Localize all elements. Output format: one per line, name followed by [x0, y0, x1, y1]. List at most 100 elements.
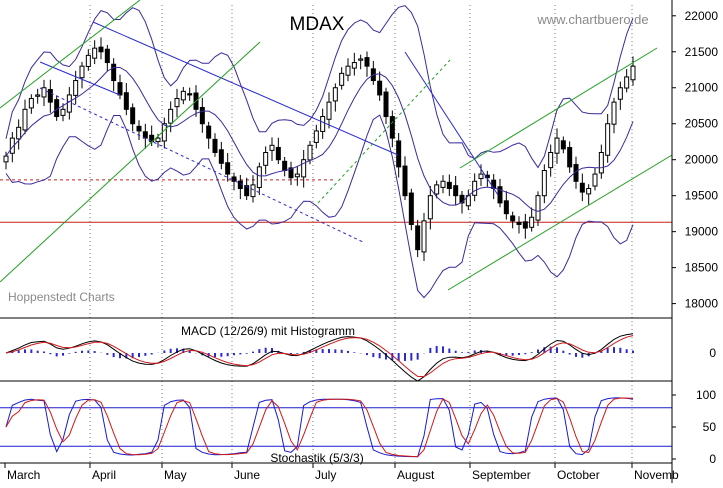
candle	[218, 141, 224, 170]
candle	[605, 114, 611, 163]
candle	[104, 44, 110, 72]
candle	[351, 52, 357, 76]
candle-body	[611, 101, 617, 125]
candle	[358, 54, 364, 70]
candle-body	[339, 72, 345, 86]
candle-body	[541, 169, 547, 197]
candle-body	[415, 225, 421, 251]
candle-body	[161, 123, 167, 142]
candle	[294, 166, 300, 186]
candle	[3, 151, 9, 170]
candle-body	[516, 221, 522, 225]
candle-body	[453, 185, 459, 197]
candle	[345, 58, 351, 82]
candle	[472, 173, 478, 202]
candle	[586, 184, 592, 205]
candle-body	[560, 140, 566, 150]
candle-body	[529, 216, 535, 228]
candle	[199, 97, 205, 133]
price-tick-label: 22000	[685, 9, 719, 23]
candle-body	[180, 90, 186, 101]
candle-body	[282, 160, 288, 171]
candle	[624, 69, 630, 93]
candle	[592, 167, 598, 191]
candle-body	[269, 144, 275, 151]
stoch-k-line	[5, 397, 634, 458]
candle-body	[326, 101, 332, 120]
candle-body	[332, 87, 338, 102]
candle-body	[47, 89, 53, 103]
candle	[598, 144, 604, 179]
candle-body	[351, 62, 357, 69]
candle-body	[250, 184, 256, 198]
candle-body	[396, 140, 402, 168]
candle-body	[345, 65, 351, 76]
candle-body	[408, 192, 414, 225]
candle	[313, 124, 319, 149]
candle-body	[111, 63, 117, 82]
candle	[421, 212, 427, 261]
candle	[579, 173, 585, 202]
candle	[440, 175, 446, 194]
macd-label: MACD (12/26/9) mit Histogramm	[181, 324, 355, 338]
trendline-lower-dashed	[39, 87, 366, 244]
candle	[503, 191, 509, 220]
candle	[567, 141, 573, 173]
candle	[212, 133, 218, 157]
bollinger-upper	[5, 5, 634, 169]
candle	[35, 88, 41, 104]
x-tick-label: March	[7, 468, 40, 482]
green-uptrend-lower	[447, 154, 673, 291]
candle	[364, 51, 370, 77]
candle-body	[383, 91, 389, 118]
candle-body	[503, 200, 509, 215]
candle-body	[579, 182, 585, 193]
candle	[288, 161, 294, 186]
watermark: www.chartbuero.de	[536, 12, 648, 27]
stoch-d-line	[5, 397, 634, 458]
candle-body	[275, 146, 281, 161]
candle-body	[22, 108, 28, 131]
candle-body	[104, 48, 110, 64]
candle	[548, 144, 554, 177]
candle	[301, 149, 307, 188]
candle	[28, 94, 34, 114]
source-label: Hoppenstedt Charts	[8, 290, 115, 304]
candle	[244, 177, 250, 200]
candle-body	[592, 173, 598, 187]
candle-body	[320, 116, 326, 132]
candle	[22, 99, 28, 135]
candle-body	[313, 130, 319, 143]
candle-body	[510, 215, 516, 222]
candle-body	[98, 46, 104, 53]
candle	[560, 136, 566, 154]
candle-body	[491, 179, 497, 189]
candle	[79, 61, 85, 89]
candle-body	[66, 94, 72, 113]
candle-body	[294, 173, 300, 178]
candle-body	[92, 47, 98, 59]
candle	[446, 174, 452, 196]
candle-body	[605, 123, 611, 156]
candle-body	[301, 159, 307, 178]
bollinger-middle	[5, 67, 634, 212]
price-tick-label: 18000	[685, 297, 719, 311]
candle-body	[427, 195, 433, 220]
candle	[92, 40, 98, 65]
candle	[136, 120, 142, 140]
candle	[510, 211, 516, 229]
candle-body	[598, 152, 604, 174]
green-dashed-channel	[317, 59, 451, 204]
candle	[383, 87, 389, 125]
candle	[522, 213, 528, 239]
candle-body	[244, 185, 250, 197]
candle-body	[16, 126, 22, 140]
candle	[415, 219, 421, 258]
candle	[98, 37, 104, 60]
candle	[326, 92, 332, 129]
candle-body	[3, 155, 9, 163]
x-tick-label: October	[557, 468, 600, 482]
candle	[263, 146, 269, 175]
candle	[320, 108, 326, 139]
